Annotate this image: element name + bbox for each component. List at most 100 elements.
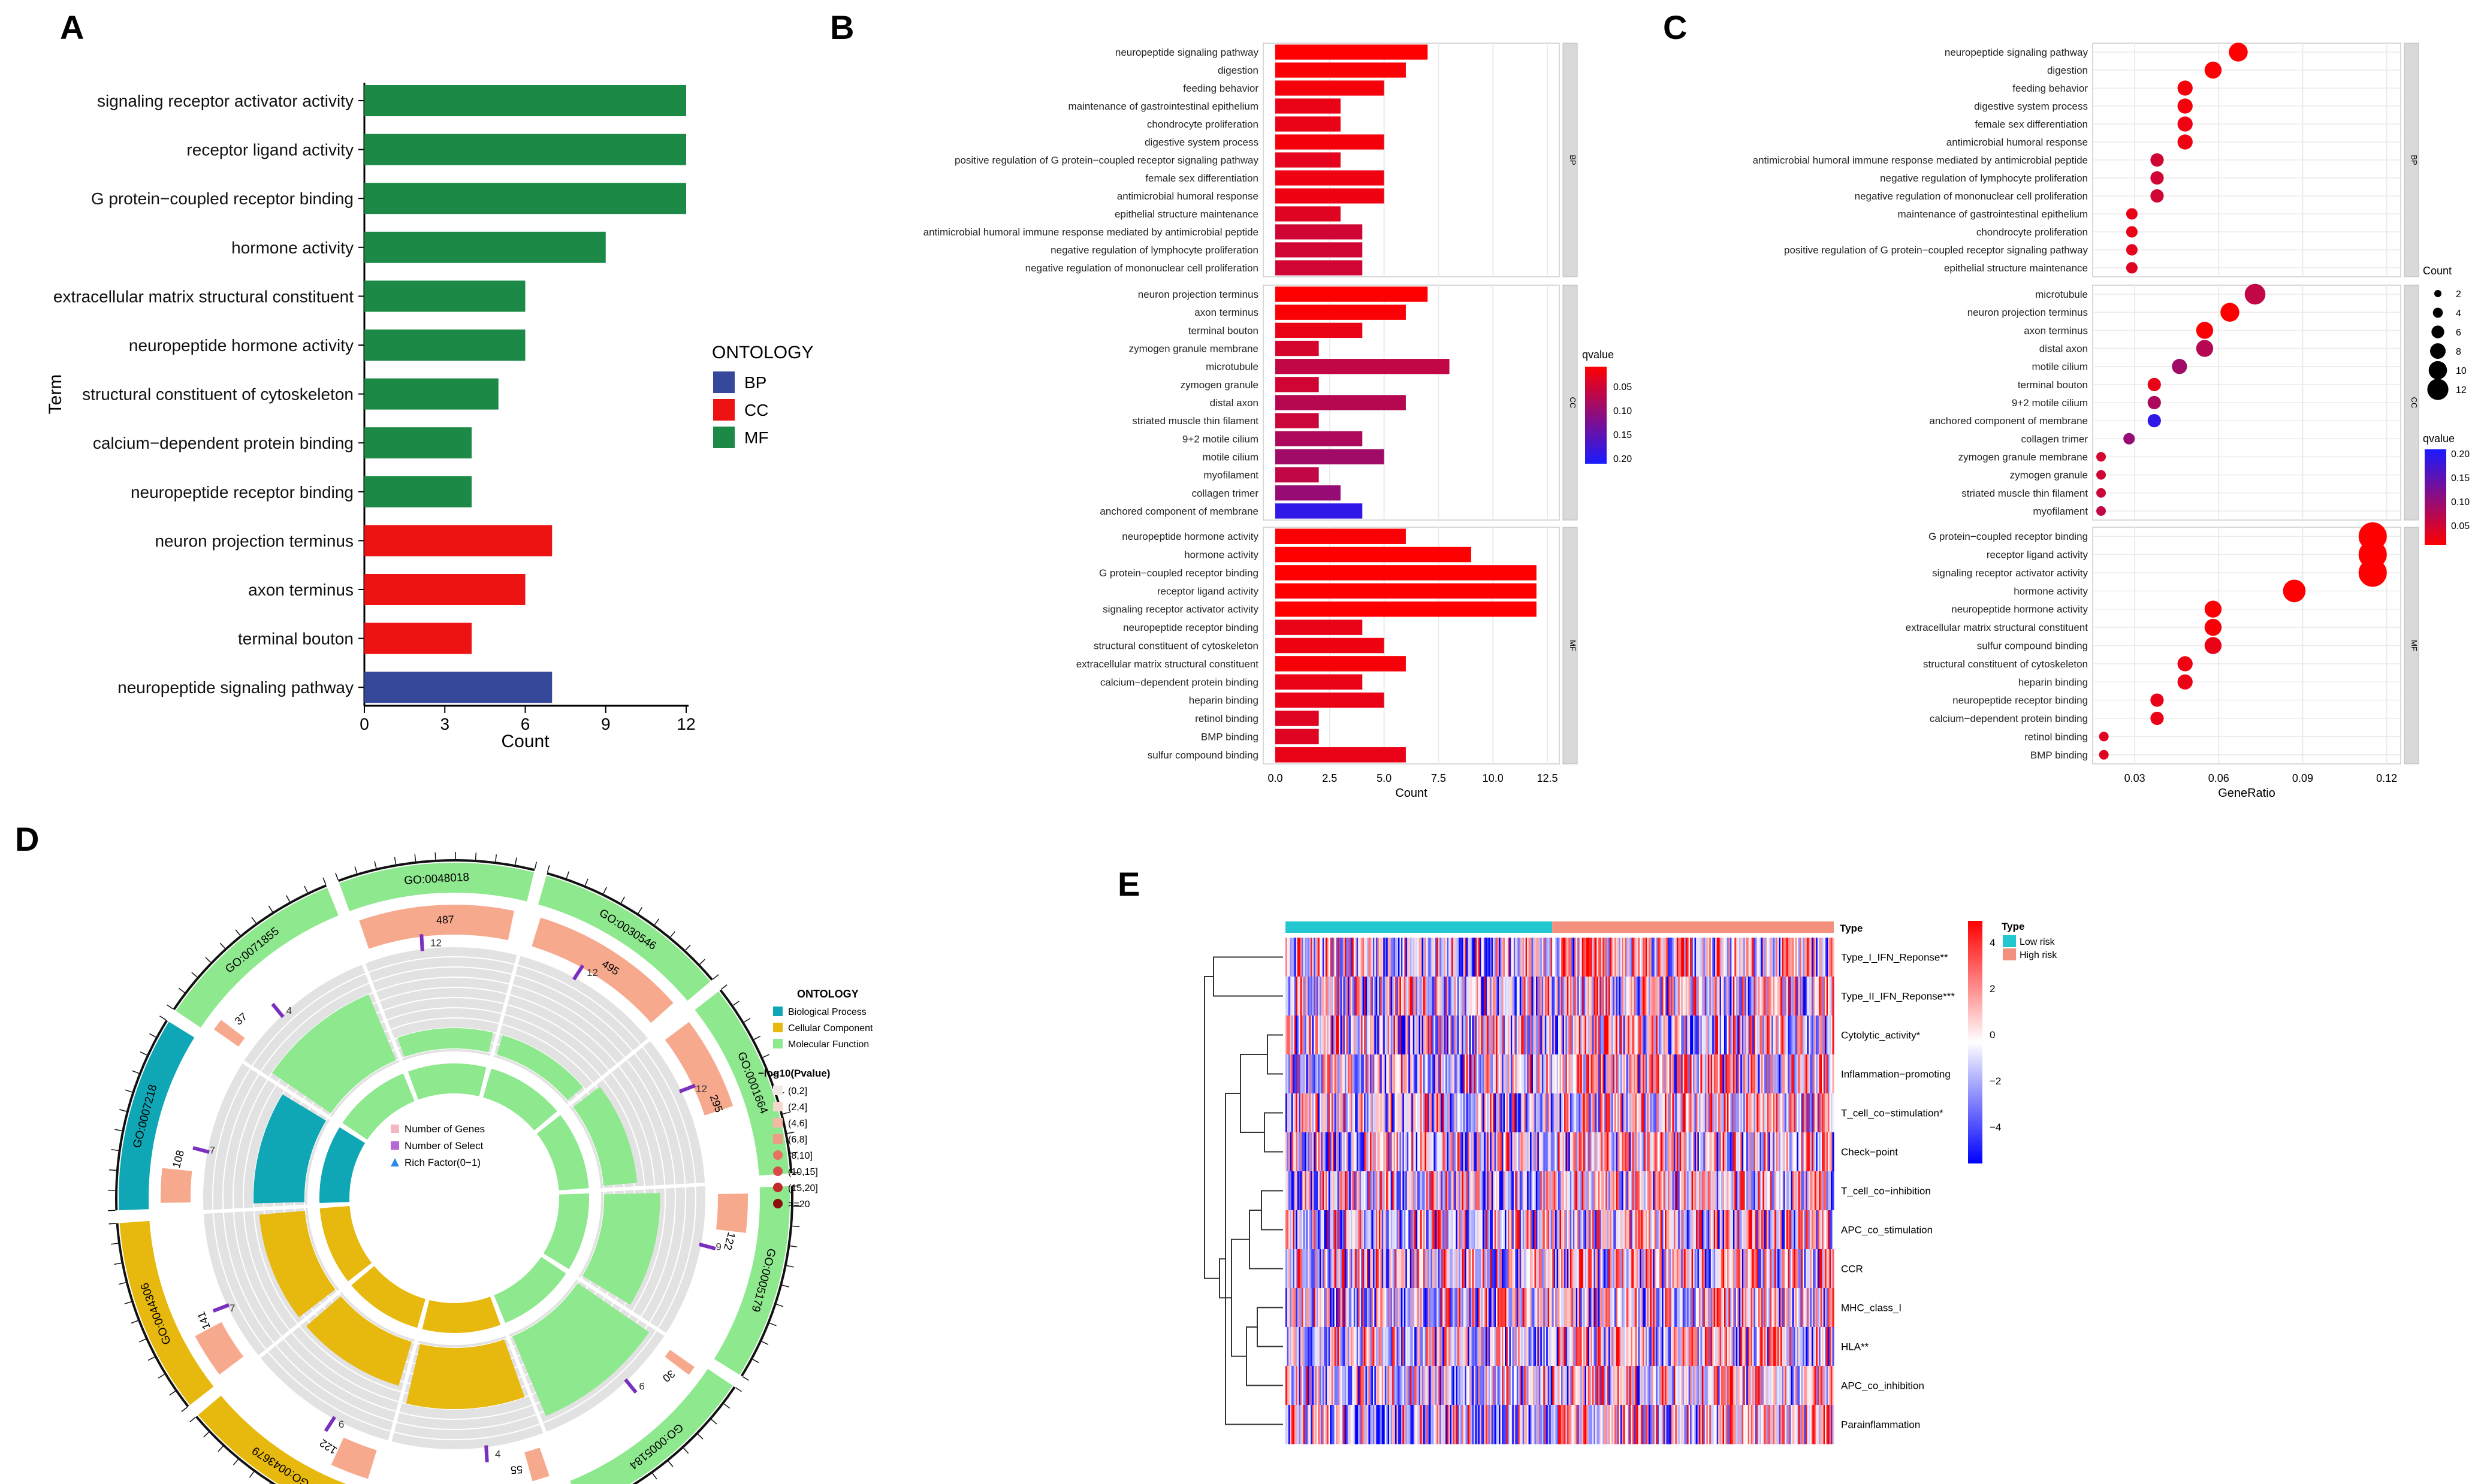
sector-outer-arc bbox=[119, 1021, 195, 1211]
heatmap-cell bbox=[1593, 1366, 1596, 1406]
heatmap-cell bbox=[1814, 977, 1816, 1016]
heatmap-cell bbox=[1587, 1327, 1590, 1367]
bar bbox=[1275, 546, 1471, 563]
heatmap-cell bbox=[1565, 1171, 1568, 1211]
heatmap-cell bbox=[1592, 1093, 1594, 1133]
heatmap-cell bbox=[1395, 1366, 1398, 1406]
heatmap-cell bbox=[1429, 1210, 1431, 1250]
heatmap-cell bbox=[1525, 1366, 1528, 1406]
heatmap-cell bbox=[1728, 1288, 1731, 1328]
heatmap-cell bbox=[1350, 1093, 1353, 1133]
heatmap-cell bbox=[1761, 938, 1763, 977]
heatmap-cell bbox=[1779, 977, 1781, 1016]
heatmap-cell bbox=[1713, 1054, 1716, 1094]
sector-tick bbox=[203, 1432, 209, 1438]
heatmap-cell bbox=[1696, 1288, 1698, 1328]
heatmap-cell bbox=[1713, 1249, 1716, 1289]
heatmap-cell bbox=[1577, 977, 1580, 1016]
heatmap-cell bbox=[1744, 1171, 1747, 1211]
heatmap-cell bbox=[1361, 1054, 1363, 1094]
heatmap-cell bbox=[1598, 1210, 1600, 1250]
facet-strip bbox=[1562, 527, 1578, 764]
heatmap-cell bbox=[1620, 1171, 1622, 1211]
heatmap-cell bbox=[1687, 1366, 1689, 1406]
heatmap-cell bbox=[1583, 977, 1586, 1016]
heatmap-cell bbox=[1638, 1132, 1640, 1172]
heatmap-cell bbox=[1589, 1171, 1592, 1211]
heatmap-cell bbox=[1693, 1015, 1695, 1055]
heatmap-cell bbox=[1581, 977, 1584, 1016]
heatmap-cell bbox=[1567, 1132, 1569, 1172]
heatmap-cell bbox=[1798, 1132, 1800, 1172]
heatmap-cell bbox=[1831, 1171, 1833, 1211]
heatmap-cell bbox=[1435, 1249, 1437, 1289]
heatmap-cell bbox=[1438, 1132, 1440, 1172]
heatmap-cell bbox=[1704, 1210, 1707, 1250]
heatmap-cell bbox=[1475, 977, 1477, 1016]
heatmap-cell bbox=[1396, 1171, 1399, 1211]
heatmap-cell bbox=[1516, 1093, 1519, 1133]
heatmap-cell bbox=[1801, 938, 1803, 977]
heatmap-cell bbox=[1735, 1054, 1738, 1094]
heatmap-cell bbox=[1703, 1132, 1706, 1172]
heatmap-cell bbox=[1325, 1093, 1327, 1133]
heatmap-cell bbox=[1315, 1210, 1317, 1250]
heatmap-cell bbox=[1789, 1132, 1791, 1172]
heatmap-cell bbox=[1620, 1249, 1622, 1289]
heatmap-cell bbox=[1497, 1249, 1499, 1289]
sector-tick bbox=[434, 852, 436, 860]
sector-tick bbox=[111, 1148, 119, 1151]
heatmap-cell bbox=[1478, 1015, 1480, 1055]
heatmap-cell bbox=[1645, 977, 1648, 1016]
heatmap-cell bbox=[1685, 1288, 1688, 1328]
heatmap-cell bbox=[1813, 1132, 1815, 1172]
heatmap-cell bbox=[1361, 1366, 1363, 1406]
heatmap-cell bbox=[1543, 1327, 1546, 1367]
heatmap-cell bbox=[1709, 1171, 1712, 1211]
heatmap-cell bbox=[1546, 1171, 1549, 1211]
heatmap-cell bbox=[1296, 1366, 1298, 1406]
heatmap-cell bbox=[1447, 1210, 1449, 1250]
heatmap-cell bbox=[1544, 938, 1547, 977]
heatmap-cell bbox=[1448, 1249, 1451, 1289]
heatmap-cell bbox=[1789, 1249, 1791, 1289]
colorbar-tick-label: 0.15 bbox=[2451, 473, 2470, 483]
heatmap-cell bbox=[1771, 1015, 1774, 1055]
heatmap-cell bbox=[1593, 938, 1596, 977]
heatmap-cell bbox=[1333, 1171, 1335, 1211]
heatmap-cell bbox=[1666, 1171, 1668, 1211]
heatmap-cell bbox=[1546, 977, 1549, 1016]
heatmap-cell bbox=[1586, 1015, 1589, 1055]
heatmap-cell bbox=[1343, 1093, 1345, 1133]
heatmap-cell bbox=[1640, 977, 1642, 1016]
heatmap-cell bbox=[1637, 1093, 1639, 1133]
heatmap-cell bbox=[1738, 1054, 1741, 1094]
heatmap-cell bbox=[1406, 1015, 1409, 1055]
heatmap-cell bbox=[1500, 1210, 1502, 1250]
heatmap-cell bbox=[1457, 977, 1459, 1016]
heatmap-cell bbox=[1355, 1327, 1357, 1367]
heatmap-cell bbox=[1303, 1288, 1305, 1328]
heatmap-cell bbox=[1710, 1288, 1713, 1328]
heatmap-cell bbox=[1285, 1366, 1288, 1406]
heatmap-cell bbox=[1339, 1288, 1341, 1328]
heatmap-cell bbox=[1601, 1171, 1603, 1211]
dot bbox=[2204, 618, 2222, 636]
heatmap-cell bbox=[1453, 1015, 1455, 1055]
heatmap-cell bbox=[1308, 1171, 1310, 1211]
heatmap-cell bbox=[1810, 1054, 1812, 1094]
heatmap-cell bbox=[1527, 1054, 1529, 1094]
heatmap-cell bbox=[1673, 977, 1676, 1016]
heatmap-cell bbox=[1463, 1171, 1465, 1211]
heatmap-cell bbox=[1813, 938, 1815, 977]
bar bbox=[1275, 377, 1319, 392]
facet-strip-label: CC bbox=[2410, 397, 2419, 409]
heatmap-cell bbox=[1418, 1093, 1421, 1133]
heatmap-cell bbox=[1312, 1249, 1314, 1289]
heatmap-cell bbox=[1659, 1210, 1661, 1250]
heatmap-cell bbox=[1613, 1093, 1615, 1133]
heatmap-cell bbox=[1631, 1249, 1633, 1289]
heatmap-cell bbox=[1654, 1015, 1656, 1055]
heatmap-cell bbox=[1731, 1249, 1734, 1289]
heatmap-cell bbox=[1344, 1249, 1347, 1289]
